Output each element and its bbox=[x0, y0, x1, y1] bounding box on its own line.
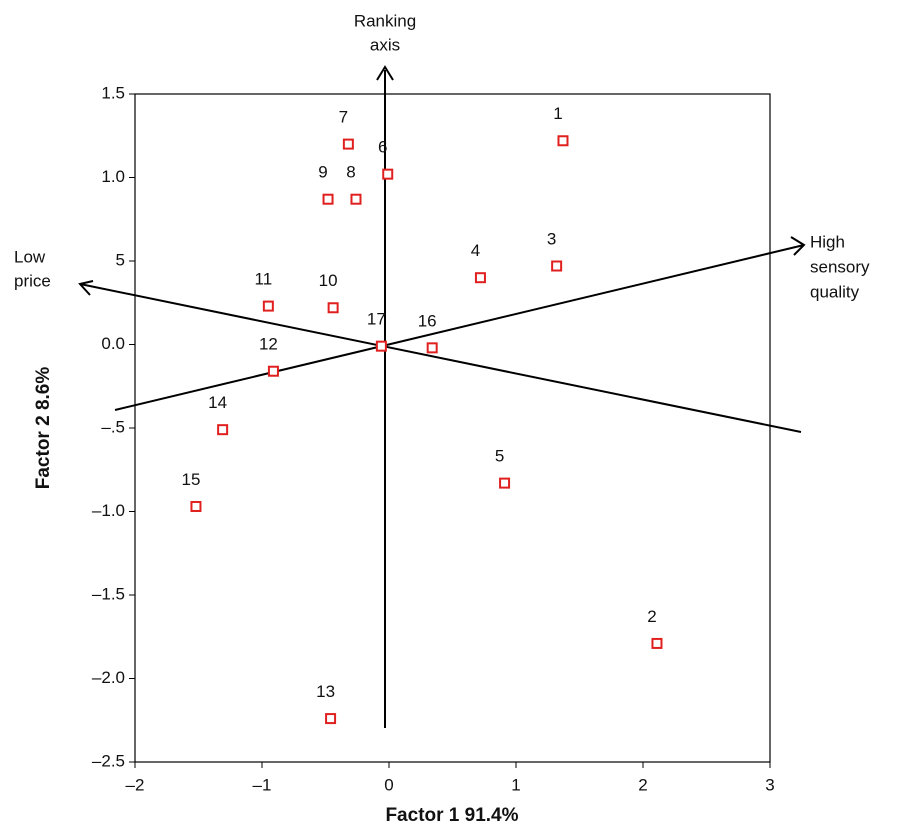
point bbox=[342, 138, 354, 150]
point-label: 15 bbox=[181, 470, 200, 489]
point bbox=[190, 500, 202, 512]
point bbox=[474, 272, 486, 284]
x-tick-label: –1 bbox=[253, 775, 272, 794]
point bbox=[382, 168, 394, 180]
y-tick-label: –.5 bbox=[101, 417, 125, 436]
annotation: quality bbox=[810, 282, 860, 301]
point bbox=[262, 300, 274, 312]
y-tick-label: –2.0 bbox=[92, 668, 125, 687]
low-price-line bbox=[79, 283, 802, 433]
annotation: High bbox=[810, 232, 845, 251]
point-label: 3 bbox=[547, 229, 556, 248]
point-label: 12 bbox=[259, 335, 278, 354]
point bbox=[267, 365, 279, 377]
annotation: sensory bbox=[810, 257, 870, 276]
annotation: Ranking bbox=[354, 11, 416, 30]
point-label: 8 bbox=[346, 163, 355, 182]
point-label: 2 bbox=[647, 607, 656, 626]
point bbox=[651, 637, 663, 649]
point-label: 7 bbox=[339, 108, 348, 127]
point bbox=[551, 260, 563, 272]
x-tick-label: 1 bbox=[511, 775, 520, 794]
x-tick-label: –2 bbox=[126, 775, 145, 794]
point-label: 11 bbox=[255, 270, 273, 289]
arrow-head bbox=[78, 280, 94, 296]
point-label: 13 bbox=[316, 682, 335, 701]
point bbox=[325, 713, 337, 725]
point-label: 9 bbox=[318, 163, 327, 182]
annotation: axis bbox=[370, 35, 400, 54]
y-tick-label: 1.0 bbox=[101, 167, 125, 186]
x-tick-label: 0 bbox=[384, 775, 393, 794]
sensory-line bbox=[114, 244, 805, 411]
y-tick-label: 1.5 bbox=[101, 83, 125, 102]
point bbox=[217, 424, 229, 436]
x-axis-title: Factor 1 91.4% bbox=[385, 805, 518, 826]
point bbox=[327, 302, 339, 314]
point-label: 4 bbox=[471, 241, 480, 260]
y-axis-title: Factor 2 8.6% bbox=[33, 367, 54, 490]
y-tick-label: 0.0 bbox=[101, 334, 125, 353]
point bbox=[426, 342, 438, 354]
point-label: 5 bbox=[495, 447, 504, 466]
point bbox=[499, 477, 511, 489]
y-tick-label: –2.5 bbox=[92, 751, 125, 770]
point-label: 1 bbox=[553, 104, 562, 123]
y-tick-label: –1.5 bbox=[92, 584, 125, 603]
x-tick-label: 2 bbox=[638, 775, 647, 794]
point-label: 17 bbox=[367, 310, 386, 329]
point-label: 10 bbox=[319, 271, 338, 290]
y-tick-label: 5 bbox=[116, 250, 125, 269]
arrow-head bbox=[790, 236, 806, 256]
point-label: 16 bbox=[418, 311, 437, 330]
point bbox=[322, 193, 334, 205]
annotation: Low bbox=[14, 247, 46, 266]
point bbox=[350, 193, 362, 205]
arrow-head bbox=[376, 65, 394, 81]
point bbox=[557, 135, 569, 147]
point-label: 6 bbox=[378, 138, 387, 157]
annotation: price bbox=[14, 271, 51, 290]
point-label: 14 bbox=[208, 393, 227, 412]
point bbox=[375, 340, 387, 352]
plot-frame bbox=[134, 93, 771, 763]
y-tick-label: –1.0 bbox=[92, 501, 125, 520]
x-tick-label: 3 bbox=[765, 775, 774, 794]
biplot-axes bbox=[78, 65, 806, 728]
